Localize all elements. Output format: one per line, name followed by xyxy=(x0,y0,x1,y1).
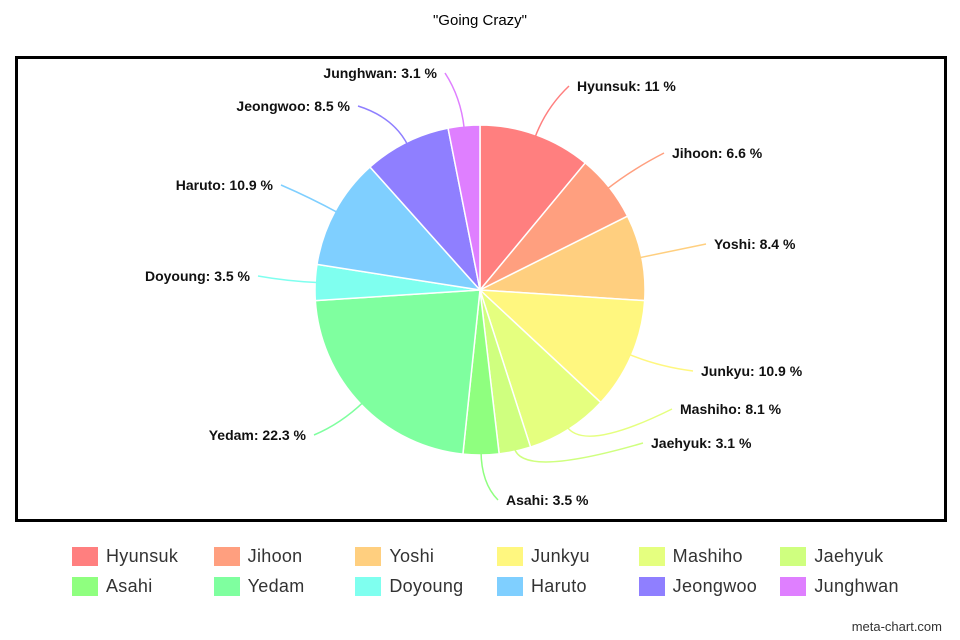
legend-item-yedam: Yedam xyxy=(213,575,356,596)
legend-label: Asahi xyxy=(106,575,153,596)
chart-title: "Going Crazy" xyxy=(432,12,527,29)
slice-label-mashiho: Mashiho: 8.1 % xyxy=(680,401,782,417)
legend-item-hyunsuk: Hyunsuk xyxy=(72,546,214,566)
legend-label: Haruto xyxy=(531,575,587,596)
slice-label-asahi: Asahi: 3.5 % xyxy=(506,492,589,508)
slice-label-yoshi: Yoshi: 8.4 % xyxy=(714,236,796,252)
legend-label: Jaehyuk xyxy=(814,545,884,566)
leader-line-jeongwoo xyxy=(357,105,409,147)
legend-item-mashiho: Mashiho xyxy=(638,545,781,566)
legend-swatch xyxy=(780,576,807,596)
slice-label-haruto: Haruto: 10.9 % xyxy=(176,177,274,193)
leader-line-jihoon xyxy=(605,152,665,191)
legend-swatch xyxy=(497,576,523,596)
credit-text: meta-chart.com xyxy=(851,619,942,634)
slice-label-junkyu: Junkyu: 10.9 % xyxy=(701,363,803,379)
legend-item-asahi: Asahi xyxy=(72,576,214,596)
leader-line-yedam xyxy=(313,401,365,436)
leader-line-yoshi xyxy=(637,243,707,259)
legend-item-haruto: Haruto xyxy=(497,576,639,596)
legend-label: Yoshi xyxy=(389,545,435,566)
slice-label-junghwan: Junghwan: 3.1 % xyxy=(323,65,437,81)
legend-swatch xyxy=(638,546,665,566)
legend-label: Jeongwoo xyxy=(672,575,758,596)
legend-swatch xyxy=(72,546,98,566)
legend-swatch xyxy=(355,576,382,596)
legend-swatch xyxy=(213,546,240,566)
slice-label-doyoung: Doyoung: 3.5 % xyxy=(145,268,251,284)
slice-label-jeongwoo: Jeongwoo: 8.5 % xyxy=(236,98,350,114)
slice-label-yedam: Yedam: 22.3 % xyxy=(209,427,307,443)
legend-label: Yedam xyxy=(247,575,305,596)
slice-label-jihoon: Jihoon: 6.6 % xyxy=(672,145,763,161)
legend-label: Jihoon xyxy=(247,545,303,566)
legend-label: Mashiho xyxy=(672,545,743,566)
leader-line-mashiho xyxy=(565,408,673,437)
leader-line-jaehyuk xyxy=(513,442,644,463)
legend-swatch xyxy=(355,546,382,566)
legend-item-junkyu: Junkyu xyxy=(497,546,639,566)
slice-label-jaehyuk: Jaehyuk: 3.1 % xyxy=(651,435,752,451)
legend-swatch xyxy=(72,576,98,596)
leader-line-asahi xyxy=(480,450,499,501)
legend-swatch xyxy=(780,546,807,566)
legend-item-yoshi: Yoshi xyxy=(355,546,497,566)
legend-item-jaehyuk: Jaehyuk xyxy=(780,546,922,566)
legend-swatch xyxy=(213,576,240,596)
legend-swatch xyxy=(497,546,523,566)
chart-legend: Hyunsuk Jihoon Yoshi Junkyu Mashiho Jaehyuk As… xyxy=(72,546,922,596)
leader-line-hyunsuk xyxy=(533,85,570,139)
legend-label: Junghwan xyxy=(814,575,899,596)
pie-slice-yedam xyxy=(314,289,481,455)
legend-label: Junkyu xyxy=(531,545,590,566)
legend-item-doyoung: Doyoung xyxy=(355,576,497,596)
legend-item-jihoon: Jihoon xyxy=(213,545,356,566)
leader-line-haruto xyxy=(280,184,339,214)
legend-item-jeongwoo: Jeongwoo xyxy=(638,575,781,596)
leader-line-doyoung xyxy=(257,275,320,284)
legend-label: Doyoung xyxy=(389,575,464,596)
leader-line-junghwan xyxy=(444,72,466,130)
legend-swatch xyxy=(638,576,665,596)
legend-item-junghwan: Junghwan xyxy=(780,576,922,596)
legend-label: Hyunsuk xyxy=(106,545,179,566)
leader-line-junkyu xyxy=(627,353,694,372)
slice-label-hyunsuk: Hyunsuk: 11 % xyxy=(577,78,676,94)
